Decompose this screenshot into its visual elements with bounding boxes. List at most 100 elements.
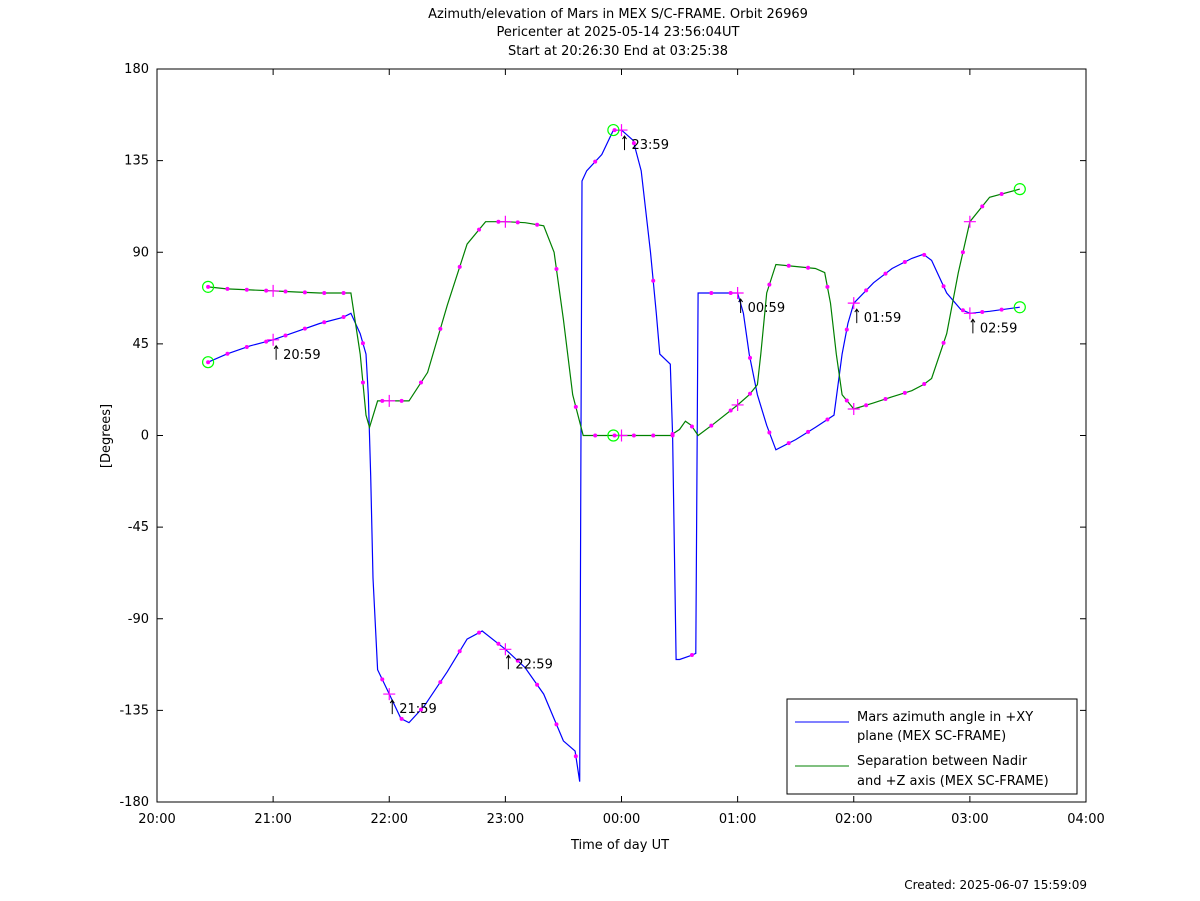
separation-sample-point bbox=[767, 282, 772, 287]
x-axis-label: Time of day UT bbox=[570, 838, 669, 853]
separation-sample-point bbox=[496, 219, 501, 224]
separation-sample-point bbox=[670, 431, 675, 436]
legend-label-separation-1: Separation between Nadir bbox=[857, 754, 1028, 769]
separation-sample-point bbox=[612, 433, 617, 438]
separation-hour-cross bbox=[847, 403, 860, 416]
azimuth-sample-point bbox=[554, 722, 559, 727]
azimuth-sample-point bbox=[651, 278, 656, 283]
azimuth-hour-cross bbox=[267, 333, 280, 346]
separation-sample-point bbox=[825, 284, 830, 289]
hour-label: 21:59 bbox=[399, 702, 436, 717]
azimuth-sample-point bbox=[418, 707, 423, 712]
separation-sample-point bbox=[748, 391, 753, 396]
azimuth-sample-point bbox=[302, 326, 307, 331]
separation-sample-point bbox=[728, 408, 733, 413]
azimuth-sample-point bbox=[883, 271, 888, 276]
separation-hour-cross bbox=[731, 398, 744, 411]
azimuth-sample-point bbox=[515, 658, 520, 663]
azimuth-sample-point bbox=[631, 141, 636, 146]
azimuth-sample-point bbox=[612, 128, 617, 133]
series-line-separation bbox=[208, 188, 1020, 437]
separation-sample-point bbox=[573, 404, 578, 409]
hour-label: 23:59 bbox=[632, 138, 669, 153]
hour-label-arrow bbox=[738, 298, 744, 313]
separation-sample-point bbox=[864, 403, 869, 408]
legend-label-azimuth-1: Mars azimuth angle in +XY bbox=[857, 710, 1033, 725]
separation-sample-point bbox=[806, 265, 811, 270]
chart-title-line-2: Pericenter at 2025-05-14 23:56:04UT bbox=[496, 25, 739, 40]
azimuth-sample-point bbox=[767, 430, 772, 435]
hour-label: 22:59 bbox=[515, 657, 552, 672]
azimuth-sample-point bbox=[341, 315, 346, 320]
separation-sample-point bbox=[322, 290, 327, 295]
azimuth-hour-cross bbox=[615, 124, 628, 137]
end-point-marker bbox=[1013, 301, 1026, 314]
x-tick-label: 01:00 bbox=[719, 812, 756, 827]
hour-label-arrow bbox=[854, 308, 860, 324]
azimuth-sample-point bbox=[322, 320, 327, 325]
azimuth-hour-cross bbox=[499, 643, 512, 656]
y-tick-label: 90 bbox=[132, 245, 149, 260]
separation-sample-point bbox=[399, 398, 404, 403]
separation-sample-point bbox=[999, 192, 1004, 197]
separation-sample-point bbox=[980, 204, 985, 209]
separation-sample-point bbox=[844, 398, 849, 403]
azimuth-hour-cross bbox=[847, 297, 860, 310]
azimuth-sample-point bbox=[980, 310, 985, 315]
separation-sample-point bbox=[535, 222, 540, 227]
y-tick-label: 0 bbox=[141, 429, 149, 444]
hour-label-arrow bbox=[273, 344, 279, 360]
azimuth-sample-point bbox=[999, 307, 1004, 312]
separation-sample-point bbox=[206, 284, 211, 289]
y-tick-label: -135 bbox=[119, 703, 149, 718]
y-tick-label: -45 bbox=[128, 520, 149, 535]
azimuth-sample-point bbox=[535, 682, 540, 687]
separation-sample-point bbox=[631, 433, 636, 438]
azimuth-sample-point bbox=[593, 159, 598, 164]
azimuth-sample-point bbox=[283, 333, 288, 338]
azimuth-hour-cross bbox=[731, 286, 744, 299]
chart-title-line-1: Azimuth/elevation of Mars in MEX S/C-FRA… bbox=[428, 7, 808, 22]
hour-label: 01:59 bbox=[864, 311, 901, 326]
azimuth-sample-point bbox=[922, 252, 927, 257]
azimuth-sample-point bbox=[477, 630, 482, 635]
hour-label-arrow bbox=[505, 654, 511, 670]
azimuth-sample-point bbox=[728, 290, 733, 295]
x-tick-label: 22:00 bbox=[371, 812, 408, 827]
azimuth-sample-point bbox=[399, 716, 404, 721]
end-point-marker bbox=[1013, 183, 1026, 196]
series-line-azimuth bbox=[207, 129, 1020, 782]
x-tick-label: 23:00 bbox=[487, 812, 524, 827]
separation-sample-point bbox=[960, 250, 965, 255]
azimuth-sample-point bbox=[438, 680, 443, 685]
hour-label: 20:59 bbox=[283, 348, 320, 363]
azimuth-sample-point bbox=[380, 677, 385, 682]
separation-sample-point bbox=[554, 267, 559, 272]
azimuth-sample-point bbox=[709, 290, 714, 295]
x-tick-label: 04:00 bbox=[1067, 812, 1104, 827]
azimuth-sample-point bbox=[844, 327, 849, 332]
azimuth-sample-point bbox=[225, 351, 230, 356]
azimuth-hour-cross bbox=[383, 688, 396, 701]
separation-sample-point bbox=[244, 287, 249, 292]
x-tick-label: 03:00 bbox=[951, 812, 988, 827]
start-point-marker bbox=[201, 280, 215, 293]
azimuth-sample-point bbox=[206, 360, 211, 365]
azimuth-sample-point bbox=[960, 308, 965, 313]
separation-sample-point bbox=[651, 433, 656, 438]
y-tick-label: 45 bbox=[132, 337, 149, 352]
y-tick-label: -180 bbox=[119, 795, 149, 810]
azimuth-sample-point bbox=[573, 754, 578, 759]
y-tick-label: -90 bbox=[128, 612, 149, 627]
legend-label-separation-2: and +Z axis (MEX SC-FRAME) bbox=[857, 774, 1049, 789]
separation-sample-point bbox=[418, 380, 423, 385]
x-tick-label: 21:00 bbox=[254, 812, 291, 827]
azimuth-sample-point bbox=[825, 417, 830, 422]
azimuth-sample-point bbox=[496, 641, 501, 646]
separation-hour-cross bbox=[615, 429, 628, 442]
separation-hour-cross bbox=[963, 215, 976, 228]
separation-hour-cross bbox=[499, 215, 512, 228]
hour-label-arrow bbox=[389, 699, 395, 715]
start-point-marker bbox=[201, 356, 215, 369]
